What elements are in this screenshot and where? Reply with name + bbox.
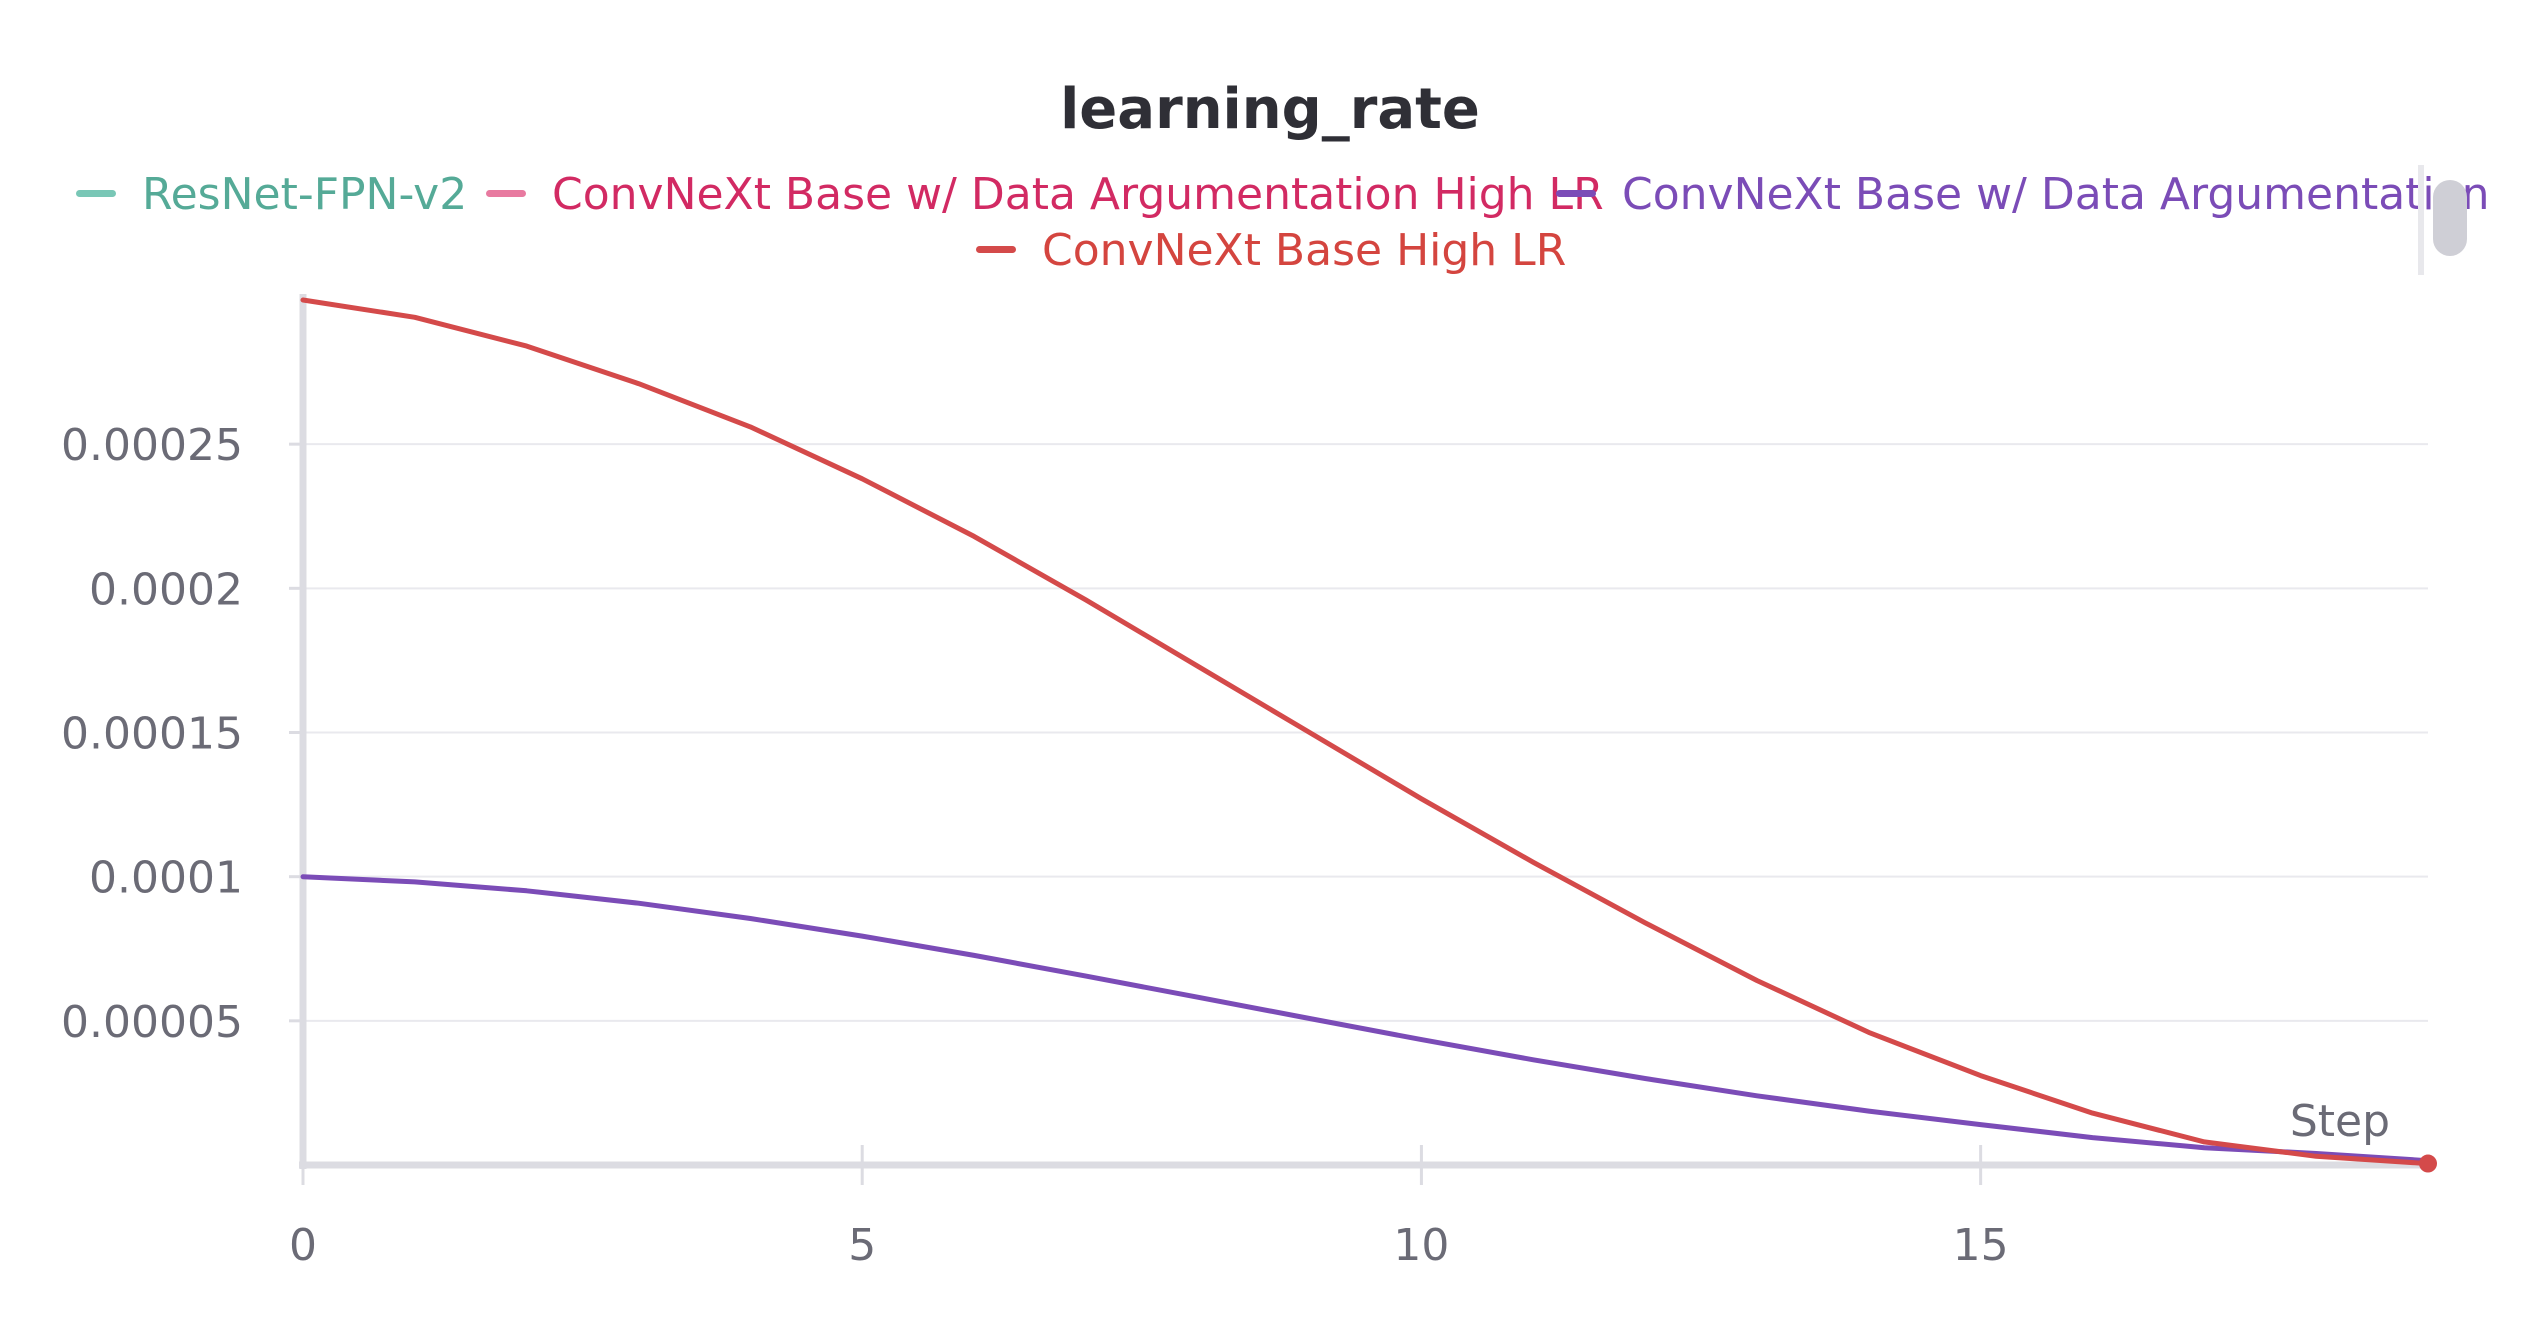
y-tick-label: 0.00015 <box>61 709 243 760</box>
legend: ResNet-FPN-v2 ConvNeXt Base w/ Data Argu… <box>76 169 2489 276</box>
legend-swatch-convnext-da-high-lr <box>486 190 526 197</box>
x-tick-label: 5 <box>848 1220 876 1271</box>
series-lines <box>300 297 2437 1173</box>
legend-label-resnet-fpn-v2: ResNet-FPN-v2 <box>142 169 467 220</box>
chart-title: learning_rate <box>1060 77 1480 142</box>
legend-swatch-convnext-da <box>1556 190 1596 197</box>
grid-lines <box>303 443 2428 1022</box>
x-tick-label: 0 <box>289 1220 317 1271</box>
y-tick-label: 0.0002 <box>89 564 243 615</box>
y-tick-label: 0.00025 <box>61 420 243 471</box>
legend-item-resnet-fpn-v2[interactable]: ResNet-FPN-v2 <box>76 169 467 220</box>
series-line-3[interactable] <box>300 297 2431 1167</box>
series-end-marker[interactable] <box>2419 1154 2437 1173</box>
legend-scrollbar[interactable] <box>2418 165 2467 275</box>
legend-label-convnext-high-lr: ConvNeXt Base High LR <box>1042 225 1566 276</box>
legend-scrollbar-track <box>2418 165 2424 275</box>
series-line-2[interactable] <box>300 874 2431 1164</box>
tick-labels: 0.00005 0.0001 0.00015 0.0002 0.00025 0 5 10 15 <box>61 420 2009 1271</box>
y-tick-label: 0.00005 <box>61 997 243 1048</box>
legend-item-convnext-da-high-lr[interactable]: ConvNeXt Base w/ Data Argumentation High… <box>486 169 1604 220</box>
x-axis-label: Step <box>2290 1096 2390 1147</box>
legend-scrollbar-thumb[interactable] <box>2433 180 2467 256</box>
x-tick-label: 10 <box>1393 1220 1449 1271</box>
legend-label-convnext-da: ConvNeXt Base w/ Data Argumentation <box>1622 169 2489 220</box>
x-tick-label: 15 <box>1953 1220 2009 1271</box>
legend-item-convnext-da[interactable]: ConvNeXt Base w/ Data Argumentation <box>1556 169 2489 220</box>
legend-swatch-resnet-fpn-v2 <box>76 190 116 197</box>
y-tick-label: 0.0001 <box>89 853 243 904</box>
axes <box>289 294 2428 1185</box>
legend-label-convnext-da-high-lr: ConvNeXt Base w/ Data Argumentation High… <box>552 169 1604 220</box>
legend-item-convnext-high-lr[interactable]: ConvNeXt Base High LR <box>976 225 1566 276</box>
legend-swatch-convnext-high-lr <box>976 246 1016 253</box>
